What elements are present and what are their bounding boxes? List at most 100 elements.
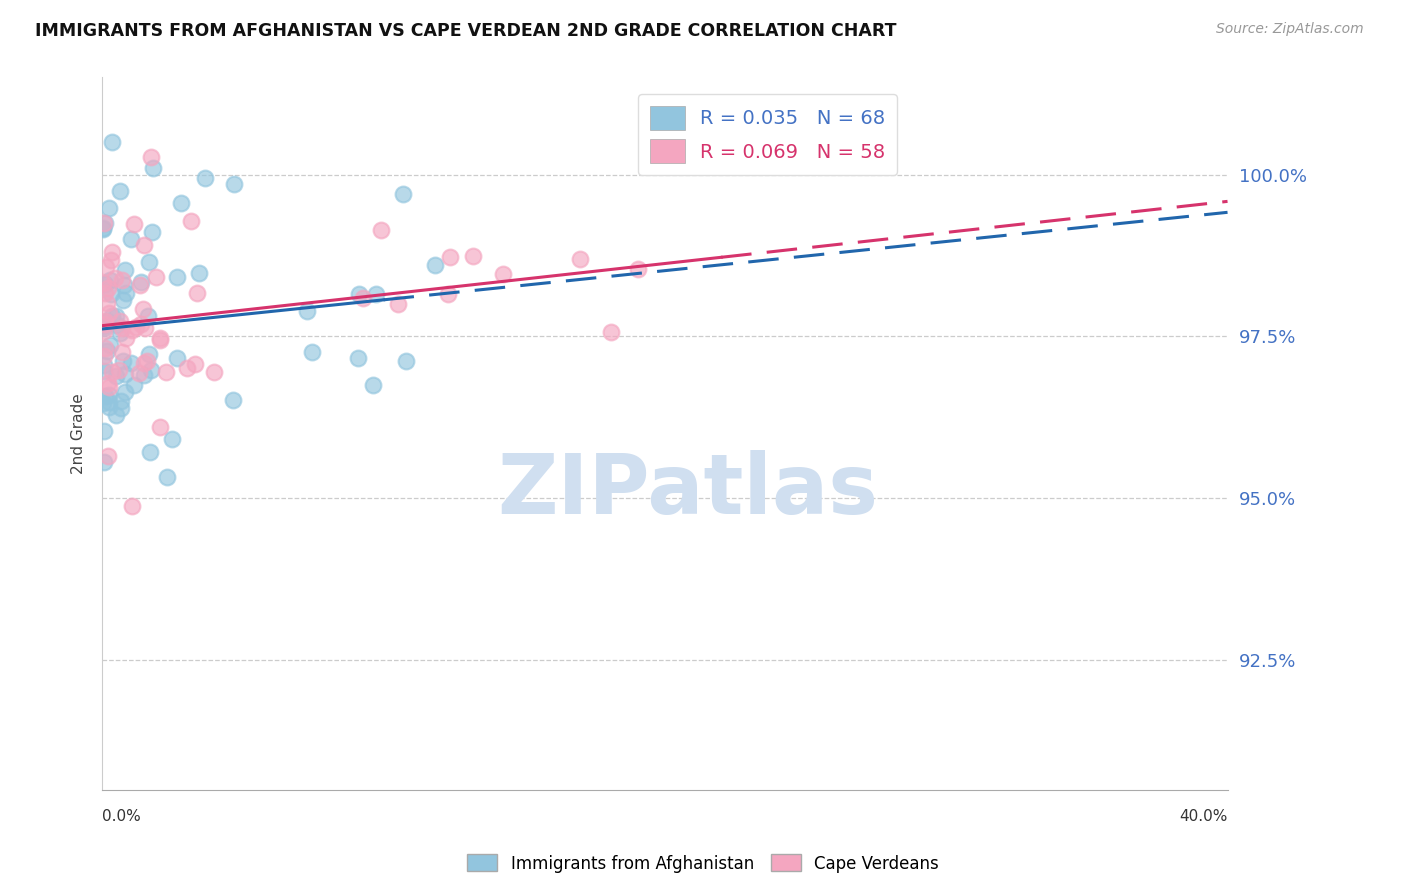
Point (94, 317, 117, 331)
Point (437, 286, 460, 301)
Point (97, 201, 120, 215)
Point (98, 380, 121, 394)
Point (180, 214, 202, 228)
Point (97, 394, 120, 409)
Point (93, 359, 115, 373)
Point (222, 178, 245, 192)
Point (423, 258, 446, 272)
Point (110, 344, 132, 359)
Point (363, 378, 385, 392)
Point (114, 384, 136, 399)
Point (186, 285, 208, 300)
Point (100, 273, 122, 287)
Point (97, 281, 120, 295)
Point (221, 392, 243, 407)
Point (93, 220, 115, 235)
Point (188, 266, 211, 280)
Point (94, 313, 117, 327)
Text: IMMIGRANTS FROM AFGHANISTAN VS CAPE VERDEAN 2ND GRADE CORRELATION CHART: IMMIGRANTS FROM AFGHANISTAN VS CAPE VERD… (35, 22, 897, 40)
Point (98, 388, 121, 402)
Point (101, 309, 124, 323)
Point (124, 320, 146, 334)
Point (129, 275, 152, 289)
Point (93, 216, 115, 230)
Point (141, 225, 163, 239)
Point (166, 351, 188, 365)
Point (93, 364, 115, 378)
Point (155, 365, 177, 379)
Point (108, 184, 131, 198)
Point (94, 277, 117, 292)
Point (156, 469, 179, 483)
Point (387, 297, 409, 311)
Point (120, 356, 142, 370)
Y-axis label: 2nd Grade: 2nd Grade (72, 393, 86, 474)
Point (112, 293, 135, 307)
Point (93, 349, 115, 363)
Point (110, 326, 132, 340)
Point (492, 267, 515, 281)
Point (132, 238, 155, 252)
Point (392, 186, 415, 201)
Point (104, 270, 127, 285)
Point (111, 321, 134, 335)
Point (98, 306, 121, 320)
Point (184, 357, 207, 371)
Point (93, 424, 115, 438)
Point (128, 367, 150, 381)
Point (94, 215, 117, 229)
Point (97, 449, 120, 463)
Point (120, 232, 142, 246)
Point (94, 389, 117, 403)
Point (301, 345, 323, 359)
Point (96, 314, 118, 328)
Text: Source: ZipAtlas.com: Source: ZipAtlas.com (1216, 22, 1364, 37)
Text: ZIPatlas: ZIPatlas (496, 450, 877, 531)
Point (166, 270, 188, 285)
Text: 40.0%: 40.0% (1180, 809, 1227, 824)
Point (136, 309, 159, 323)
Point (149, 334, 172, 348)
Point (108, 363, 131, 377)
Point (139, 150, 162, 164)
Point (194, 171, 217, 186)
Point (569, 252, 592, 266)
Point (134, 356, 156, 370)
Point (110, 394, 132, 409)
Point (139, 445, 162, 459)
Point (110, 313, 132, 327)
Legend: R = 0.035   N = 68, R = 0.069   N = 58: R = 0.035 N = 68, R = 0.069 N = 58 (638, 95, 897, 175)
Point (101, 135, 124, 149)
Point (347, 287, 370, 301)
Point (91, 319, 114, 334)
Point (149, 419, 172, 434)
Point (110, 401, 132, 415)
Point (364, 287, 387, 301)
Point (295, 304, 318, 318)
Point (599, 325, 621, 339)
Text: 0.0%: 0.0% (103, 809, 141, 824)
Point (104, 309, 127, 323)
Point (105, 369, 128, 384)
Point (112, 354, 135, 368)
Point (142, 161, 165, 175)
Point (91, 221, 114, 235)
Point (138, 347, 160, 361)
Point (97, 400, 120, 414)
Point (132, 302, 155, 317)
Point (121, 500, 143, 514)
Point (129, 278, 152, 293)
Point (134, 320, 156, 334)
Point (93, 324, 115, 338)
Point (101, 365, 124, 379)
Point (104, 408, 127, 422)
Point (202, 365, 225, 379)
Point (93, 321, 115, 335)
Point (122, 377, 145, 392)
Point (94, 286, 117, 301)
Point (100, 244, 122, 259)
Point (96, 295, 118, 310)
Point (160, 432, 183, 446)
Point (114, 330, 136, 344)
Point (105, 318, 128, 332)
